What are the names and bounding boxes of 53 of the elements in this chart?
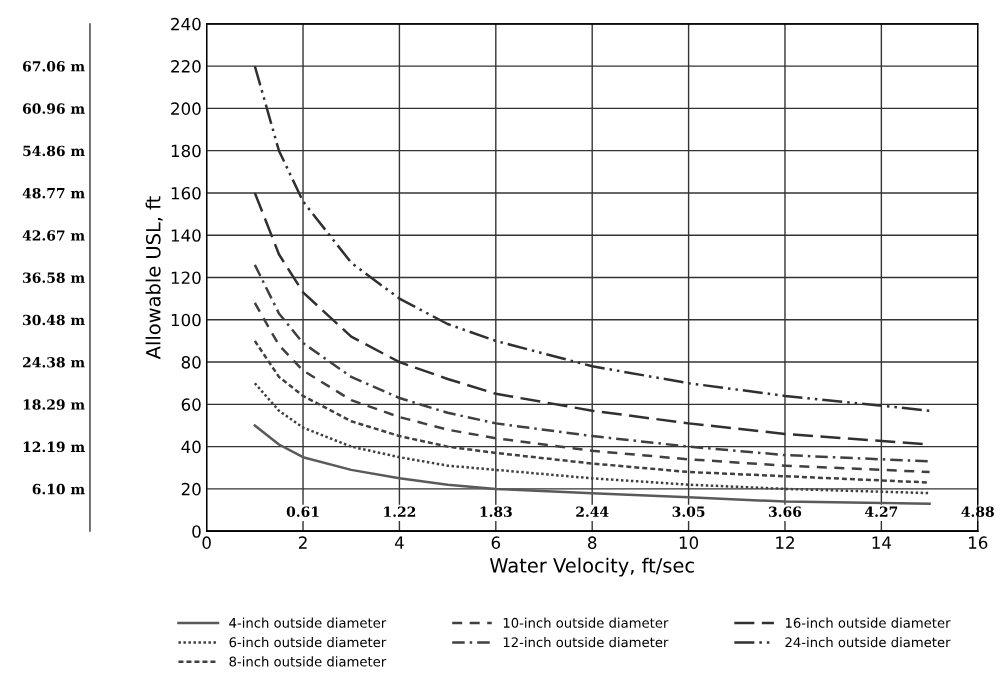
y2-tick-label: 24.38 m [23, 357, 85, 368]
y-tick-label: 220 [171, 60, 201, 73]
legend-label: 4-inch outside diameter [229, 617, 387, 628]
x-tick-label: 6 [491, 536, 501, 549]
legend-label: 6-inch outside diameter [229, 636, 387, 648]
legend-label: 8-inch outside diameter [229, 656, 387, 667]
y-tick-label: 240 [171, 17, 201, 31]
y-tick-label: 160 [171, 186, 201, 200]
x-tick-label: 2 [298, 536, 307, 549]
y2-tick-label: 30.48 m [23, 314, 85, 326]
y-axis-title: Allowable USL, ft [145, 196, 163, 360]
x-axis-title: Water Velocity, ft/sec [489, 557, 694, 577]
line-series [253, 263, 931, 463]
x2-tick-label: 2.44 [576, 506, 609, 517]
y2-tick-label: 54.86 m [23, 145, 85, 157]
x-tick-label: 12 [776, 536, 794, 549]
x-tick-label: 14 [872, 536, 892, 549]
y2-tick-label: 36.58 m [23, 272, 85, 283]
y-tick-label: 120 [171, 271, 201, 285]
y2-tick-label: 42.67 m [22, 230, 85, 241]
x-tick-label: 16 [968, 536, 988, 549]
x2-tick-label: 3.05 [672, 506, 705, 517]
x2-tick-label: 0.61 [286, 506, 319, 517]
y2-tick-label: 48.77 m [22, 187, 85, 199]
line-series [253, 381, 931, 495]
x-tick-label: 0 [202, 536, 211, 549]
x-tick-label: 10 [679, 536, 699, 549]
legend-label: 10-inch outside diameter [503, 617, 669, 628]
y-tick-label: 100 [171, 313, 201, 327]
x2-tick-label: 1.83 [480, 506, 512, 517]
legend-label: 16-inch outside diameter [785, 617, 951, 628]
y-tick-label: 140 [171, 229, 201, 242]
x2-tick-label: 4.27 [865, 506, 898, 517]
x2-tick-label: 3.66 [769, 506, 802, 517]
y-tick-label: 180 [171, 144, 201, 158]
y-tick-label: 20 [181, 482, 201, 496]
y2-tick-label: 67.06 m [22, 61, 85, 72]
legend-label: 24-inch outside diameter [785, 636, 951, 648]
y2-tick-label: 60.96 m [22, 103, 85, 114]
y-tick-label: 0 [192, 525, 201, 538]
x2-tick-label: 1.22 [384, 506, 416, 517]
y-tick-label: 60 [181, 398, 201, 411]
y2-tick-label: 6.10 m [32, 483, 85, 495]
y2-tick-label: 12.19 m [23, 441, 85, 453]
x-tick-label: 4 [394, 536, 404, 549]
line-series [253, 301, 931, 474]
y2-tick-label: 18.29 m [23, 399, 85, 410]
line-series [253, 424, 931, 505]
y-tick-label: 200 [171, 102, 201, 115]
y-tick-label: 40 [181, 440, 201, 454]
x-tick-label: 8 [588, 536, 597, 549]
legend-label: 12-inch outside diameter [503, 636, 669, 648]
y-tick-label: 80 [181, 356, 201, 369]
